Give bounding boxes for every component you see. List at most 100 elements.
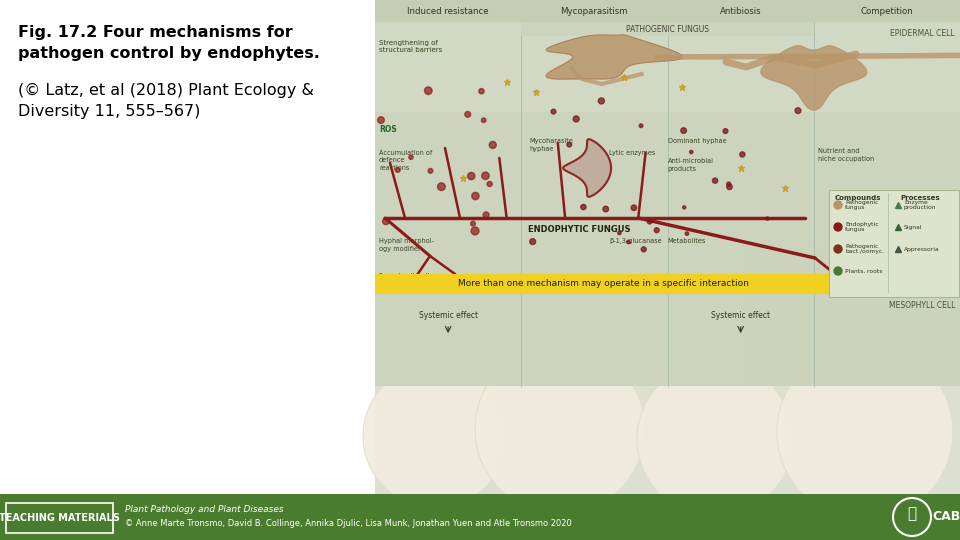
Text: Pathogenic
fungus: Pathogenic fungus [845,200,878,211]
Circle shape [428,168,433,173]
Circle shape [465,111,470,117]
Circle shape [627,240,630,244]
Text: (© Latz, et al (2018) Plant Ecology &
Diversity 11, 555–567): (© Latz, et al (2018) Plant Ecology & Di… [18,83,314,119]
Text: EPIDERMAL CELL: EPIDERMAL CELL [890,30,955,38]
Text: CABI: CABI [932,510,960,523]
Text: Ⓜ: Ⓜ [907,507,917,522]
Circle shape [482,118,486,123]
Circle shape [641,247,646,252]
Circle shape [727,182,731,186]
Circle shape [396,167,400,172]
Bar [375,0,960,386]
Circle shape [637,361,793,517]
Text: Systemic effect: Systemic effect [711,312,770,321]
Circle shape [377,117,384,124]
Text: Accumulation of
defence
reactions: Accumulation of defence reactions [379,150,432,171]
Circle shape [482,172,490,179]
Text: rapid growth: rapid growth [910,223,955,229]
Circle shape [475,344,645,514]
Circle shape [777,344,953,520]
Circle shape [654,228,660,233]
Circle shape [581,204,586,210]
Circle shape [795,107,801,113]
Bar [375,0,960,22]
Circle shape [567,142,571,147]
Text: Mycoharasite
hyphae: Mycoharasite hyphae [529,138,573,152]
Circle shape [487,181,492,187]
Text: Signal: Signal [904,225,923,230]
Circle shape [468,172,475,180]
Circle shape [383,218,390,225]
Text: Mycoparasitism: Mycoparasitism [561,6,628,16]
Text: Lytic enzymes: Lytic enzymes [609,150,656,156]
Circle shape [683,206,685,209]
Text: Appressoria: Appressoria [904,246,940,252]
Text: Metabolites: Metabolites [667,238,706,244]
Text: PATHOGENIC FUNGUS: PATHOGENIC FUNGUS [626,24,709,33]
Text: Endophytic
fungus: Endophytic fungus [845,221,878,232]
Circle shape [479,89,484,94]
Text: Compounds: Compounds [835,195,881,201]
Bar [521,22,814,36]
Circle shape [424,87,432,94]
Circle shape [766,217,769,220]
Text: APOPLAST: APOPLAST [916,206,955,215]
Circle shape [363,364,507,508]
Text: Dominant hyphae: Dominant hyphae [667,138,726,144]
Circle shape [681,128,686,133]
Circle shape [685,232,688,235]
Circle shape [617,231,621,234]
Polygon shape [760,46,867,110]
Bar [0,0,375,494]
Circle shape [603,206,609,212]
Circle shape [712,178,718,183]
Bar [375,0,960,494]
Polygon shape [546,35,683,79]
Polygon shape [564,139,612,197]
Circle shape [483,212,489,218]
Text: More than one mechanism may operate in a specific interaction: More than one mechanism may operate in a… [458,280,749,288]
Circle shape [598,98,605,104]
Text: © Anne Marte Tronsmo, David B. Collinge, Annika Djulic, Lisa Munk, Jonathan Yuen: © Anne Marte Tronsmo, David B. Collinge,… [125,518,572,528]
Circle shape [490,141,496,149]
Text: ENDOPHYTIC FUNGUS: ENDOPHYTIC FUNGUS [529,226,631,234]
Bar [740,241,960,384]
Circle shape [727,184,732,190]
Text: MESOPHYLL CELL: MESOPHYLL CELL [889,301,955,310]
Text: Anti-microbial
products: Anti-microbial products [667,158,713,172]
Text: Antibiosis: Antibiosis [720,6,761,16]
Text: Plant Pathology and Plant Diseases: Plant Pathology and Plant Diseases [125,504,283,514]
Text: Processes: Processes [900,195,940,201]
Text: β-1,3-glucanase: β-1,3-glucanase [609,238,661,244]
Text: Systemic effect: Systemic effect [419,312,478,321]
Circle shape [834,201,842,209]
Circle shape [834,267,842,275]
Bar [375,22,960,112]
Text: TEACHING MATERIALS: TEACHING MATERIALS [0,513,119,523]
Circle shape [471,192,479,200]
Circle shape [740,152,745,157]
Circle shape [834,223,842,231]
Circle shape [470,221,475,226]
Text: Fig. 17.2 Four mechanisms for
pathogen control by endophytes.: Fig. 17.2 Four mechanisms for pathogen c… [18,25,320,61]
Circle shape [834,245,842,253]
Bar [375,274,832,294]
FancyBboxPatch shape [829,190,959,297]
Circle shape [409,155,413,159]
Circle shape [471,227,479,235]
Text: Hyphal morphol-
ogy modifier: Hyphal morphol- ogy modifier [379,238,434,252]
Text: ROS: ROS [379,125,396,134]
Text: Induced resistance: Induced resistance [407,6,489,16]
Circle shape [438,183,445,191]
Circle shape [647,219,652,224]
Circle shape [573,116,579,122]
Text: Pathogenic
bact./oomyc.: Pathogenic bact./oomyc. [845,244,884,254]
Circle shape [530,239,536,245]
Text: Strengthening of
structural barriers: Strengthening of structural barriers [379,40,443,53]
Text: Competition: Competition [860,6,913,16]
Text: Fungal cell wall
components: Fungal cell wall components [379,273,429,287]
Circle shape [631,205,636,211]
Text: Nutrient and
niche occupation: Nutrient and niche occupation [818,148,874,161]
Circle shape [639,124,643,127]
Text: Plants, roots: Plants, roots [845,268,882,273]
